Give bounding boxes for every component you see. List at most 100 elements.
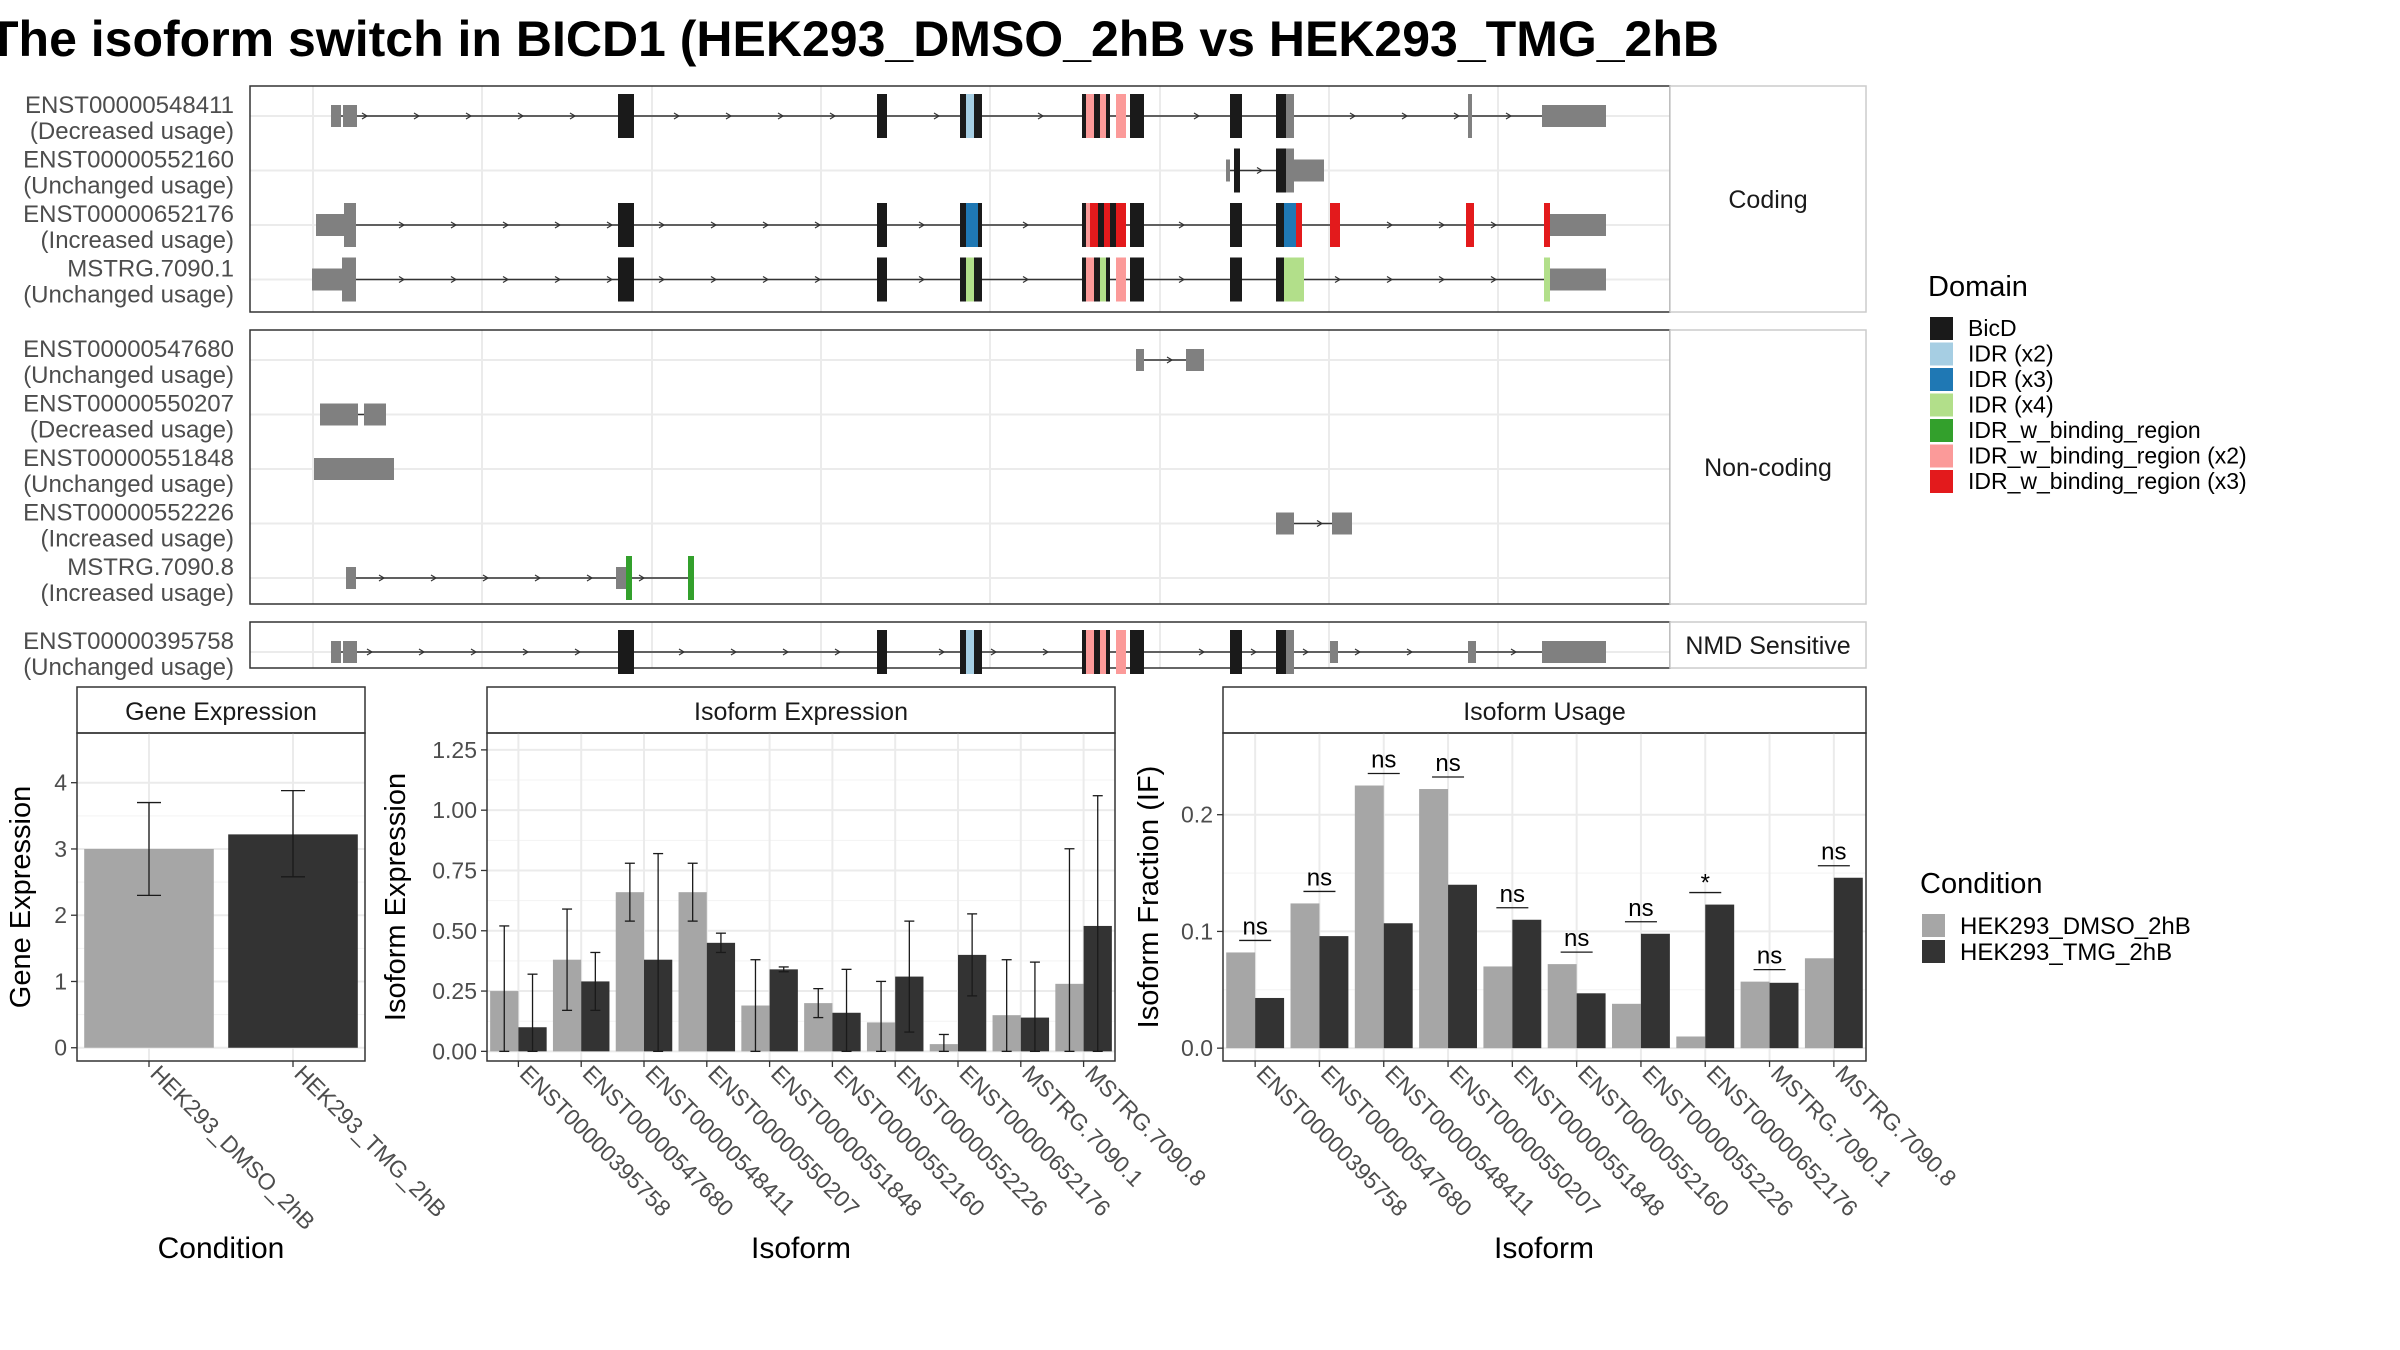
- bar: [1576, 993, 1606, 1049]
- direction-arrow: [1178, 275, 1186, 284]
- domain-block: [974, 257, 982, 302]
- domain-legend-swatch: [1930, 470, 1953, 493]
- domain-block: [1130, 94, 1144, 138]
- direction-arrow: [814, 221, 822, 229]
- exon-block: [316, 214, 344, 236]
- direction-arrow: [658, 275, 666, 284]
- y-tick-label: 0.00: [432, 1038, 477, 1064]
- domain-block: [978, 203, 982, 247]
- domain-block: [1466, 203, 1474, 247]
- direction-arrow: [918, 221, 926, 229]
- exon-block: [314, 458, 394, 480]
- exon-block: [1186, 349, 1204, 371]
- direction-arrow: [1438, 275, 1446, 284]
- transcript-status-label: (Decreased usage): [30, 118, 234, 145]
- domain-block: [877, 630, 887, 674]
- significance-label: ns: [1628, 895, 1653, 922]
- domain-block: [1116, 630, 1126, 674]
- exon-block: [1550, 214, 1606, 236]
- direction-arrow: [1198, 648, 1206, 656]
- y-tick-label: 0.75: [432, 857, 477, 883]
- significance-label: ns: [1371, 747, 1396, 774]
- domain-block: [960, 94, 966, 138]
- figure-title: The isoform switch in BICD1 (HEK293_DMSO…: [0, 11, 1719, 67]
- direction-arrow: [725, 112, 733, 120]
- exon-block: [346, 567, 356, 589]
- domain-block: [1082, 203, 1086, 247]
- exon-block: [1330, 641, 1338, 663]
- direction-arrow: [606, 275, 614, 284]
- exon-block: [1286, 94, 1294, 138]
- domain-block: [1116, 94, 1126, 138]
- exon-block: [1550, 268, 1606, 291]
- domain-block: [1130, 630, 1144, 674]
- domain-block: [1276, 203, 1284, 247]
- direction-arrow: [502, 275, 510, 284]
- bar: [1769, 982, 1799, 1049]
- direction-arrow: [1256, 166, 1264, 175]
- bar: [1226, 952, 1256, 1049]
- exon-block: [1468, 641, 1476, 663]
- significance-label: ns: [1500, 881, 1525, 908]
- direction-arrow: [762, 221, 770, 229]
- x-tick-label: HEK293_TMG_2hB: [289, 1060, 451, 1222]
- direction-arrow: [730, 648, 738, 656]
- transcript-status-label: (Unchanged usage): [23, 282, 234, 309]
- transcript-status-label: (Unchanged usage): [23, 471, 234, 498]
- domain-block: [1276, 148, 1286, 193]
- direction-arrow: [450, 275, 458, 284]
- direction-arrow: [1510, 648, 1518, 656]
- transcript-status-label: (Unchanged usage): [23, 173, 234, 200]
- direction-arrow: [1354, 648, 1362, 656]
- bar: [1833, 877, 1863, 1049]
- exon-block: [331, 641, 341, 663]
- direction-arrow: [366, 648, 374, 656]
- domain-block: [1230, 203, 1242, 247]
- domain-block: [1296, 203, 1302, 247]
- bar: [1290, 903, 1320, 1049]
- direction-arrow: [1505, 112, 1513, 120]
- direction-arrow: [534, 574, 542, 582]
- transcript-id-label: ENST00000547680: [23, 336, 234, 363]
- direction-arrow: [918, 275, 926, 284]
- bar: [769, 969, 798, 1052]
- direction-arrow: [418, 648, 426, 656]
- domain-block: [1230, 94, 1242, 138]
- domain-legend-swatch: [1930, 444, 1953, 468]
- domain-block: [618, 203, 634, 247]
- direction-arrow: [1178, 221, 1186, 229]
- domain-block: [1234, 148, 1240, 193]
- structure-panel-bg: [250, 330, 1670, 604]
- significance-label: ns: [1821, 839, 1846, 866]
- y-tick-label: 0.50: [432, 918, 477, 944]
- bar: [1255, 997, 1285, 1049]
- exon-block: [1294, 159, 1324, 182]
- transcript-row: ENST00000548411(Decreased usage): [25, 92, 1606, 145]
- y-tick-label: 1.00: [432, 797, 477, 823]
- condition-legend-swatch: [1922, 940, 1945, 963]
- direction-arrow: [678, 648, 686, 656]
- domain-legend-swatch: [1930, 317, 1953, 340]
- domain-block: [877, 203, 887, 247]
- bar: [1740, 981, 1770, 1049]
- x-tick-label: HEK293_DMSO_2hB: [145, 1060, 320, 1235]
- transcript-id-label: ENST00000550207: [23, 391, 234, 418]
- domain-block: [1100, 94, 1106, 138]
- direction-arrow: [574, 648, 582, 656]
- exon-block: [342, 257, 356, 302]
- y-tick-label: 0.2: [1181, 802, 1213, 828]
- transcript-row: ENST00000395758(Unchanged usage): [23, 628, 1606, 681]
- direction-arrow: [482, 574, 490, 582]
- domain-block: [966, 94, 974, 138]
- domain-legend-label: IDR (x2): [1968, 341, 2054, 367]
- direction-arrow: [710, 275, 718, 284]
- exon-block: [1226, 159, 1230, 182]
- domain-block: [966, 630, 974, 674]
- domain-block: [688, 556, 694, 600]
- domain-block: [966, 203, 978, 247]
- domain-block: [1098, 203, 1104, 247]
- bar: [1676, 1036, 1706, 1049]
